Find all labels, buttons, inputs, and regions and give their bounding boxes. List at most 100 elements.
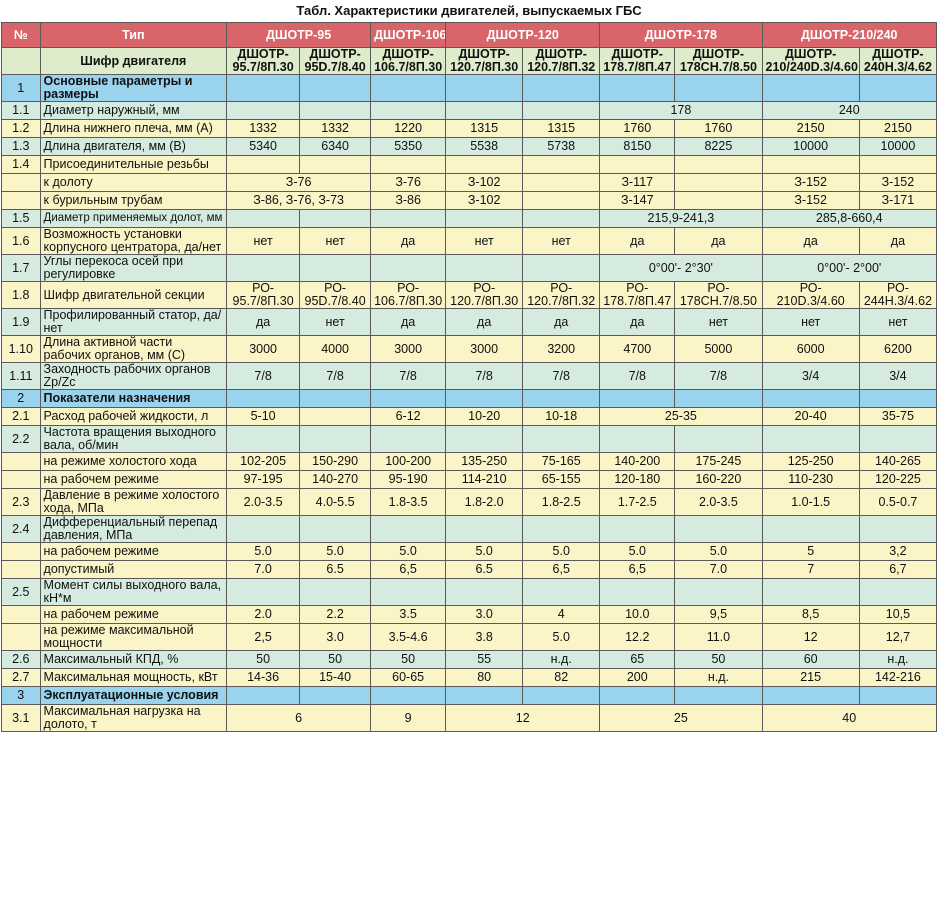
table-cell: 12.2: [599, 623, 676, 651]
row-label: Шифр двигателя: [39, 47, 228, 75]
row-number: 2: [1, 389, 41, 408]
table-cell: нет: [299, 308, 372, 336]
table-cell: н.д.: [674, 668, 763, 687]
table-cell: 4000: [299, 335, 372, 363]
engine-code-row: Шифр двигателя ДШОТР- 95.7/8П.30 ДШОТР- 95…: [1, 47, 938, 75]
table-cell: РО- 210D.3/4.60: [761, 281, 860, 309]
table-cell: 60: [761, 650, 860, 669]
row-label: Частота вращения выходного вала, об/мин: [39, 425, 228, 453]
table-row: на рабочем режиме 5.0 5.0 5.0 5.0 5.0 5.…: [1, 542, 938, 561]
row-label: Длина активной части рабочих органов, мм…: [39, 335, 228, 363]
table-cell: 3200: [522, 335, 601, 363]
table-row: 1.5 Диаметр применяемых долот, мм 215,9-…: [1, 209, 937, 228]
engine-code-cell: ДШОТР- 120.7/8П.30: [445, 47, 524, 75]
row-number: [1, 47, 41, 75]
table-cell: 1332: [226, 119, 301, 138]
table-cell: 97-195: [226, 470, 301, 489]
engine-code-cell: ДШОТР- 95.7/8П.30: [226, 47, 301, 75]
table-cell: 215,9-241,3: [599, 209, 763, 228]
table-cell: 0°00'- 2°30': [599, 254, 763, 282]
table-cell: 1332: [299, 119, 372, 138]
table-cell: 1760: [599, 119, 676, 138]
table-cell: 5-10: [226, 407, 301, 426]
table-cell: нет: [226, 227, 301, 255]
table-cell: 135-250: [445, 452, 524, 471]
table-row: 1.2 Длина нижнего плеча, мм (A) 1332 133…: [1, 119, 938, 138]
table-row: 2.2 Частота вращения выходного вала, об/…: [1, 425, 938, 453]
table-row: 2.4 Дифференциальный перепад давления, М…: [1, 515, 938, 543]
row-number: 1.4: [1, 155, 41, 174]
table-cell: З-76: [226, 173, 372, 192]
header-row: № Тип ДШОТР-95 ДШОТР-106 ДШОТР-120 ДШОТР…: [1, 22, 937, 48]
table-cell: З-102: [445, 173, 524, 192]
table-row: 1.8 Шифр двигательной секции РО- 95.7/8П.…: [1, 281, 938, 309]
table-cell: 4.0-5.5: [299, 488, 372, 516]
table-cell: 3/4: [761, 362, 860, 390]
table-cell: 285,8-660,4: [761, 209, 937, 228]
table-row: 1.6 Возможность установки корпусного цен…: [1, 227, 938, 255]
row-label: на рабочем режиме: [39, 542, 228, 561]
table-cell: З-117: [599, 173, 676, 192]
table-cell: 7/8: [599, 362, 676, 390]
table-cell: З-76: [370, 173, 447, 192]
table-cell: 5: [761, 542, 860, 561]
col-header-dshotr-178: ДШОТР-178: [599, 22, 763, 48]
table-cell: 3.8: [445, 623, 524, 651]
table-cell: 50: [299, 650, 372, 669]
table-cell: 6,5: [522, 560, 601, 579]
table-cell: да: [522, 308, 601, 336]
col-header-type: Тип: [39, 22, 228, 48]
section-row: 2 Показатели назначения: [1, 389, 938, 408]
row-number: 1.6: [1, 227, 41, 255]
row-label: Расход рабочей жидкости, л: [39, 407, 228, 426]
row-number: 1.5: [1, 209, 41, 228]
table-cell: 7.0: [226, 560, 301, 579]
table-cell: 1.8-2.0: [445, 488, 524, 516]
table-cell: 215: [761, 668, 860, 687]
table-cell: 5.0: [522, 623, 601, 651]
table-cell: 7: [761, 560, 860, 579]
table-row: на рабочем режиме 97-195 140-270 95-190 …: [1, 470, 938, 489]
table-cell: 3000: [370, 335, 447, 363]
table-row: на рабочем режиме 2.0 2.2 3.5 3.0 4 10.0…: [1, 605, 938, 624]
table-cell: 0.5-0.7: [858, 488, 938, 516]
row-label: Возможность установки корпусного центрат…: [39, 227, 228, 255]
table-cell: РО- 178.7/8П.47: [599, 281, 676, 309]
table-title: Табл. Характеристики двигателей, выпуска…: [296, 3, 642, 18]
table-cell: 114-210: [445, 470, 524, 489]
row-number: 2.7: [1, 668, 41, 687]
table-row: 2.5 Момент силы выходного вала, кН*м: [1, 578, 938, 606]
table-row: 1.11 Заходность рабочих органов Zр/Zс 7/…: [1, 362, 938, 390]
section-title: Показатели назначения: [39, 389, 228, 408]
row-number: 1.7: [1, 254, 41, 282]
engine-code-cell: ДШОТР- 120.7/8П.32: [522, 47, 601, 75]
table-cell: 60-65: [370, 668, 447, 687]
table-cell: 6,7: [858, 560, 938, 579]
table-cell: да: [599, 308, 676, 336]
table-row: 1.7 Углы перекоса осей при регулировке 0…: [1, 254, 937, 282]
table-cell: 3,2: [858, 542, 938, 561]
engine-code-cell: ДШОТР- 95D.7/8.40: [299, 47, 372, 75]
table-cell: РО- 120.7/8П.32: [522, 281, 601, 309]
table-cell: 3000: [445, 335, 524, 363]
table-cell: да: [858, 227, 938, 255]
table-cell: 5.0: [599, 542, 676, 561]
table-cell: 3.0: [445, 605, 524, 624]
table-cell: 6.5: [445, 560, 524, 579]
table-cell: 7/8: [370, 362, 447, 390]
table-cell: нет: [858, 308, 938, 336]
table-cell: 200: [599, 668, 676, 687]
table-cell: 5738: [522, 137, 601, 156]
table-cell: 5.0: [522, 542, 601, 561]
engine-code-cell: ДШОТР- 178СН.7/8.50: [674, 47, 763, 75]
table-cell: 2.2: [299, 605, 372, 624]
row-label: на рабочем режиме: [39, 605, 228, 624]
table-cell: 142-216: [858, 668, 938, 687]
table-cell: 100-200: [370, 452, 447, 471]
table-cell: 15-40: [299, 668, 372, 687]
table-cell: 8225: [674, 137, 763, 156]
row-label: Длина нижнего плеча, мм (A): [39, 119, 228, 138]
table-cell: 10000: [761, 137, 860, 156]
table-cell: да: [599, 227, 676, 255]
table-cell: 6,5: [599, 560, 676, 579]
